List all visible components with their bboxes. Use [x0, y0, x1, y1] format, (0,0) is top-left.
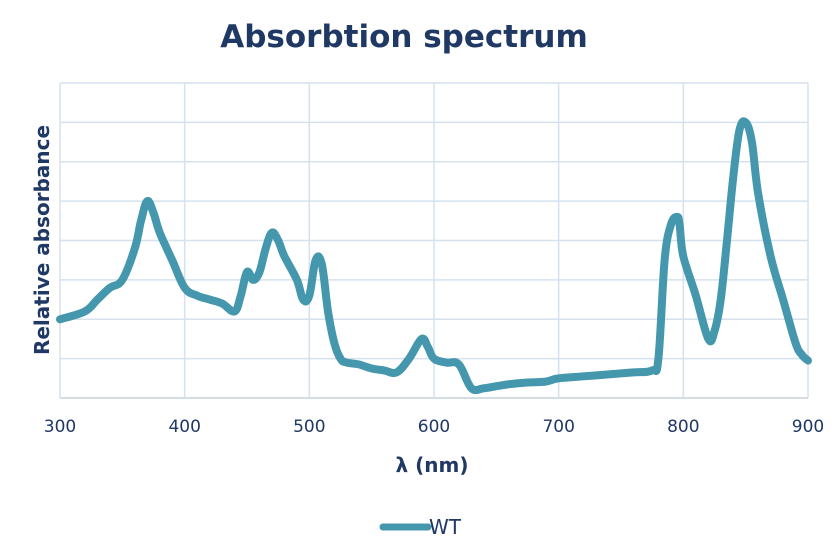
x-tick-label: 300 [44, 417, 76, 437]
x-tick-label: 900 [792, 417, 824, 437]
legend: WT [379, 515, 462, 539]
x-tick-labels: 300 400 500 600 700 800 900 [44, 417, 824, 437]
x-tick-label: 400 [168, 417, 200, 437]
x-tick-label: 600 [418, 417, 450, 437]
legend-label-wt: WT [429, 515, 462, 539]
x-tick-label: 800 [667, 417, 699, 437]
y-axis-label: Relative absorbance [30, 125, 54, 355]
series-line-wt [56, 117, 812, 395]
x-tick-label: 700 [542, 417, 574, 437]
chart-title: Absorbtion spectrum [220, 19, 588, 55]
x-axis-label: λ (nm) [396, 453, 469, 477]
x-tick-label: 500 [293, 417, 325, 437]
series-layer [56, 117, 812, 395]
grid-lines [59, 82, 809, 399]
